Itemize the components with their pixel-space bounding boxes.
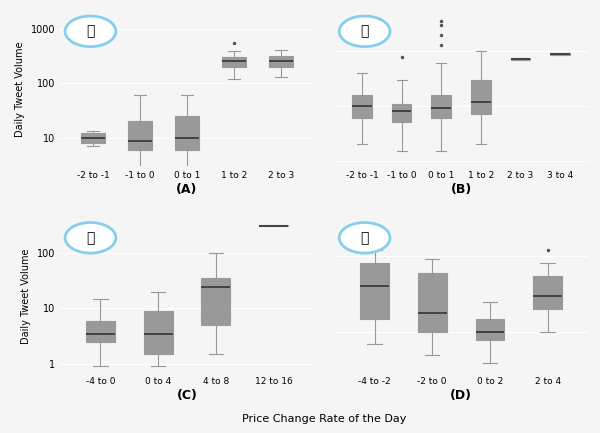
Circle shape: [65, 16, 116, 47]
Text: 🧅: 🧅: [86, 231, 95, 245]
Circle shape: [339, 223, 390, 253]
PathPatch shape: [86, 320, 115, 342]
PathPatch shape: [222, 57, 245, 67]
X-axis label: (B): (B): [451, 183, 472, 196]
Y-axis label: Daily Tweet Volume: Daily Tweet Volume: [21, 248, 31, 344]
PathPatch shape: [550, 53, 570, 55]
Y-axis label: Daily Tweet Volume: Daily Tweet Volume: [15, 42, 25, 137]
PathPatch shape: [533, 276, 562, 310]
X-axis label: (A): (A): [176, 183, 197, 196]
PathPatch shape: [471, 80, 491, 114]
PathPatch shape: [511, 58, 530, 60]
X-axis label: (C): (C): [176, 389, 197, 402]
PathPatch shape: [175, 116, 199, 150]
PathPatch shape: [352, 95, 372, 118]
Text: 🌶: 🌶: [361, 231, 369, 245]
Text: 🍗: 🍗: [361, 24, 369, 39]
PathPatch shape: [128, 121, 152, 150]
Text: Price Change Rate of the Day: Price Change Rate of the Day: [242, 414, 406, 424]
PathPatch shape: [143, 311, 173, 354]
PathPatch shape: [269, 56, 293, 67]
PathPatch shape: [418, 273, 446, 333]
PathPatch shape: [392, 103, 412, 123]
PathPatch shape: [259, 225, 288, 226]
PathPatch shape: [360, 263, 389, 319]
Text: 🍤: 🍤: [86, 24, 95, 39]
Circle shape: [65, 223, 116, 253]
PathPatch shape: [202, 278, 230, 325]
PathPatch shape: [476, 319, 505, 340]
PathPatch shape: [431, 95, 451, 118]
Circle shape: [339, 16, 390, 47]
PathPatch shape: [81, 133, 104, 143]
X-axis label: (D): (D): [450, 389, 472, 402]
